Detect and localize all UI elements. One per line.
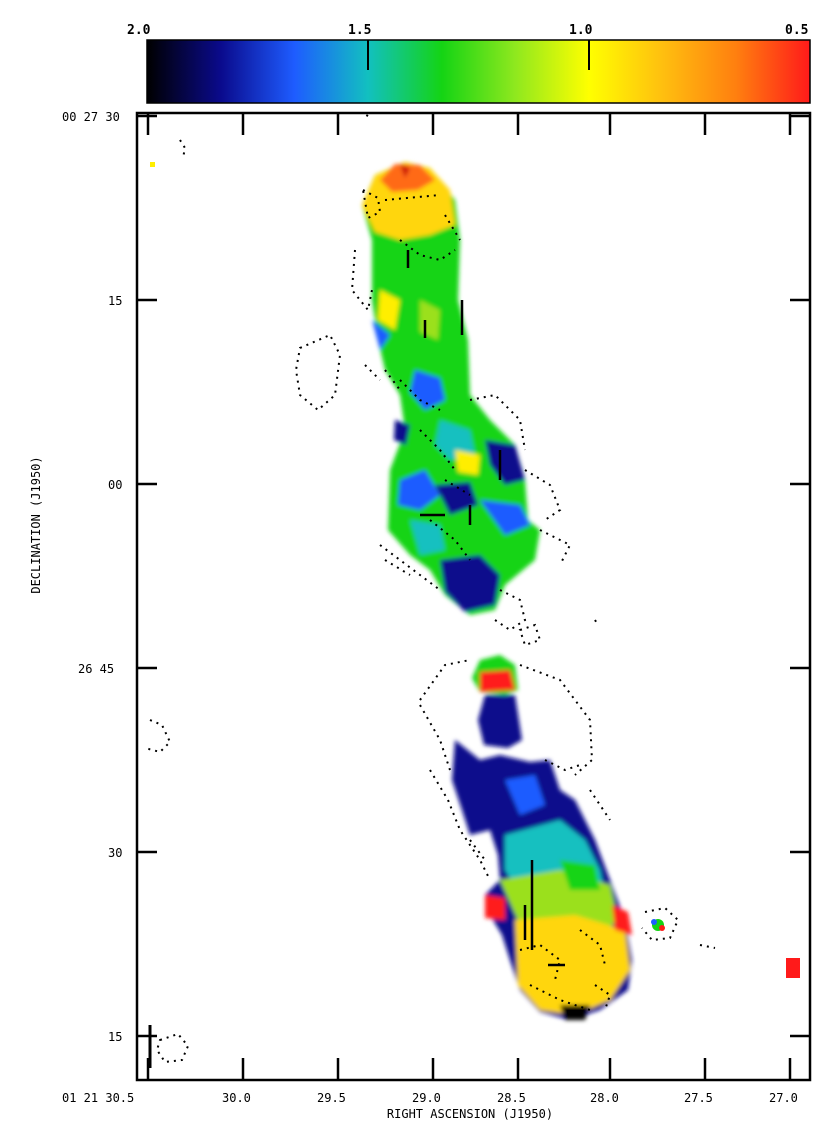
contour-dashes <box>406 250 565 967</box>
compact-source-east <box>651 919 665 931</box>
core-region <box>472 655 522 748</box>
y-tick-labels: 00 27 30 15 00 26 45 30 15 <box>62 110 122 1044</box>
y-tick-label: 26 45 <box>78 662 114 676</box>
x-tick-label: 30.0 <box>222 1091 251 1105</box>
y-ticks <box>137 114 810 1038</box>
y-tick-label: 30 <box>108 846 122 860</box>
colorbar-tick-label: 1.0 <box>569 23 593 38</box>
y-tick-label: 00 27 30 <box>62 110 120 124</box>
x-axis-title: RIGHT ASCENSION (J1950) <box>387 1107 553 1121</box>
northern-lobe <box>362 162 540 615</box>
colorbar-gradient <box>146 39 811 104</box>
colorbar: 2.0 1.5 1.0 0.5 <box>127 23 811 104</box>
compact-source-northwest <box>150 162 155 167</box>
plot-frame <box>135 111 812 1082</box>
x-tick-label: 01 21 30.5 <box>62 1091 134 1105</box>
x-tick-label: 27.0 <box>769 1091 798 1105</box>
x-tick-labels: 01 21 30.5 30.0 29.5 29.0 28.5 28.0 27.5… <box>62 1091 798 1105</box>
y-tick-label: 15 <box>108 1030 122 1044</box>
colorbar-tick-label: 2.0 <box>127 23 151 38</box>
colorbar-tick-label: 1.5 <box>348 23 371 38</box>
x-ticks <box>146 113 792 1080</box>
compact-source-far-east <box>786 958 800 978</box>
image-panel <box>135 111 812 1082</box>
colorbar-tick-label: 0.5 <box>785 23 808 38</box>
x-tick-label: 27.5 <box>684 1091 713 1105</box>
x-tick-label: 29.5 <box>317 1091 346 1105</box>
x-tick-label: 28.0 <box>590 1091 619 1105</box>
x-tick-label: 28.5 <box>497 1091 526 1105</box>
y-axis-title: DECLINATION (J1950) <box>29 456 43 593</box>
y-tick-label: 00 <box>108 478 122 492</box>
y-tick-label: 15 <box>108 294 122 308</box>
colorbar-tick-marks <box>367 40 590 70</box>
contours <box>144 113 716 1064</box>
x-tick-label: 29.0 <box>412 1091 441 1105</box>
